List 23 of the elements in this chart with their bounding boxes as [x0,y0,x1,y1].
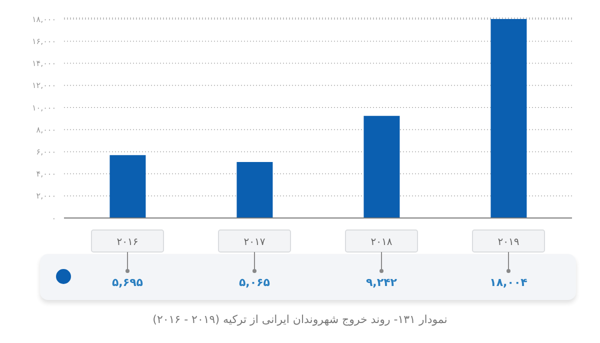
data-label: ۹,۲۴۲ [366,276,398,289]
data-label: ۱۸,۰۰۴ [490,276,528,289]
bar [110,155,146,218]
text: نمودار ۱۳۱- روند خروج شهروندان ایرانی از ترکیه (۲۰۱۹ - ۲۰۱۶) [152,313,448,326]
y-tick-label: ۱۶,۰۰۰ [32,37,56,46]
y-tick-label: ۲,۰۰۰ [36,192,56,201]
y-tick-label: ۱۲,۰۰۰ [32,81,56,90]
x-tick-label: ۲۰۱۷ [244,237,266,248]
y-tick-label: ۱۸,۰۰۰ [32,14,56,24]
y-tick-label: ۰ [52,214,56,223]
y-tick-label: ۱۴,۰۰۰ [32,59,56,68]
data-label: ۵,۰۶۵ [238,276,270,289]
y-tick-label: ۱۰,۰۰۰ [32,103,56,112]
data-label: ۵,۶۹۵ [112,276,144,289]
y-tick-label: ۴,۰۰۰ [36,170,56,179]
bar [490,19,527,218]
x-tick-label: ۲۰۱۶ [116,237,138,248]
x-tick-label: ۲۰۱۸ [370,237,393,248]
bar [236,162,273,218]
x-tick-label: ۲۰۱۹ [498,237,520,248]
bar [364,116,400,218]
y-tick-label: ۶,۰۰۰ [36,148,56,157]
y-tick-label: ۸,۰۰۰ [36,125,56,134]
